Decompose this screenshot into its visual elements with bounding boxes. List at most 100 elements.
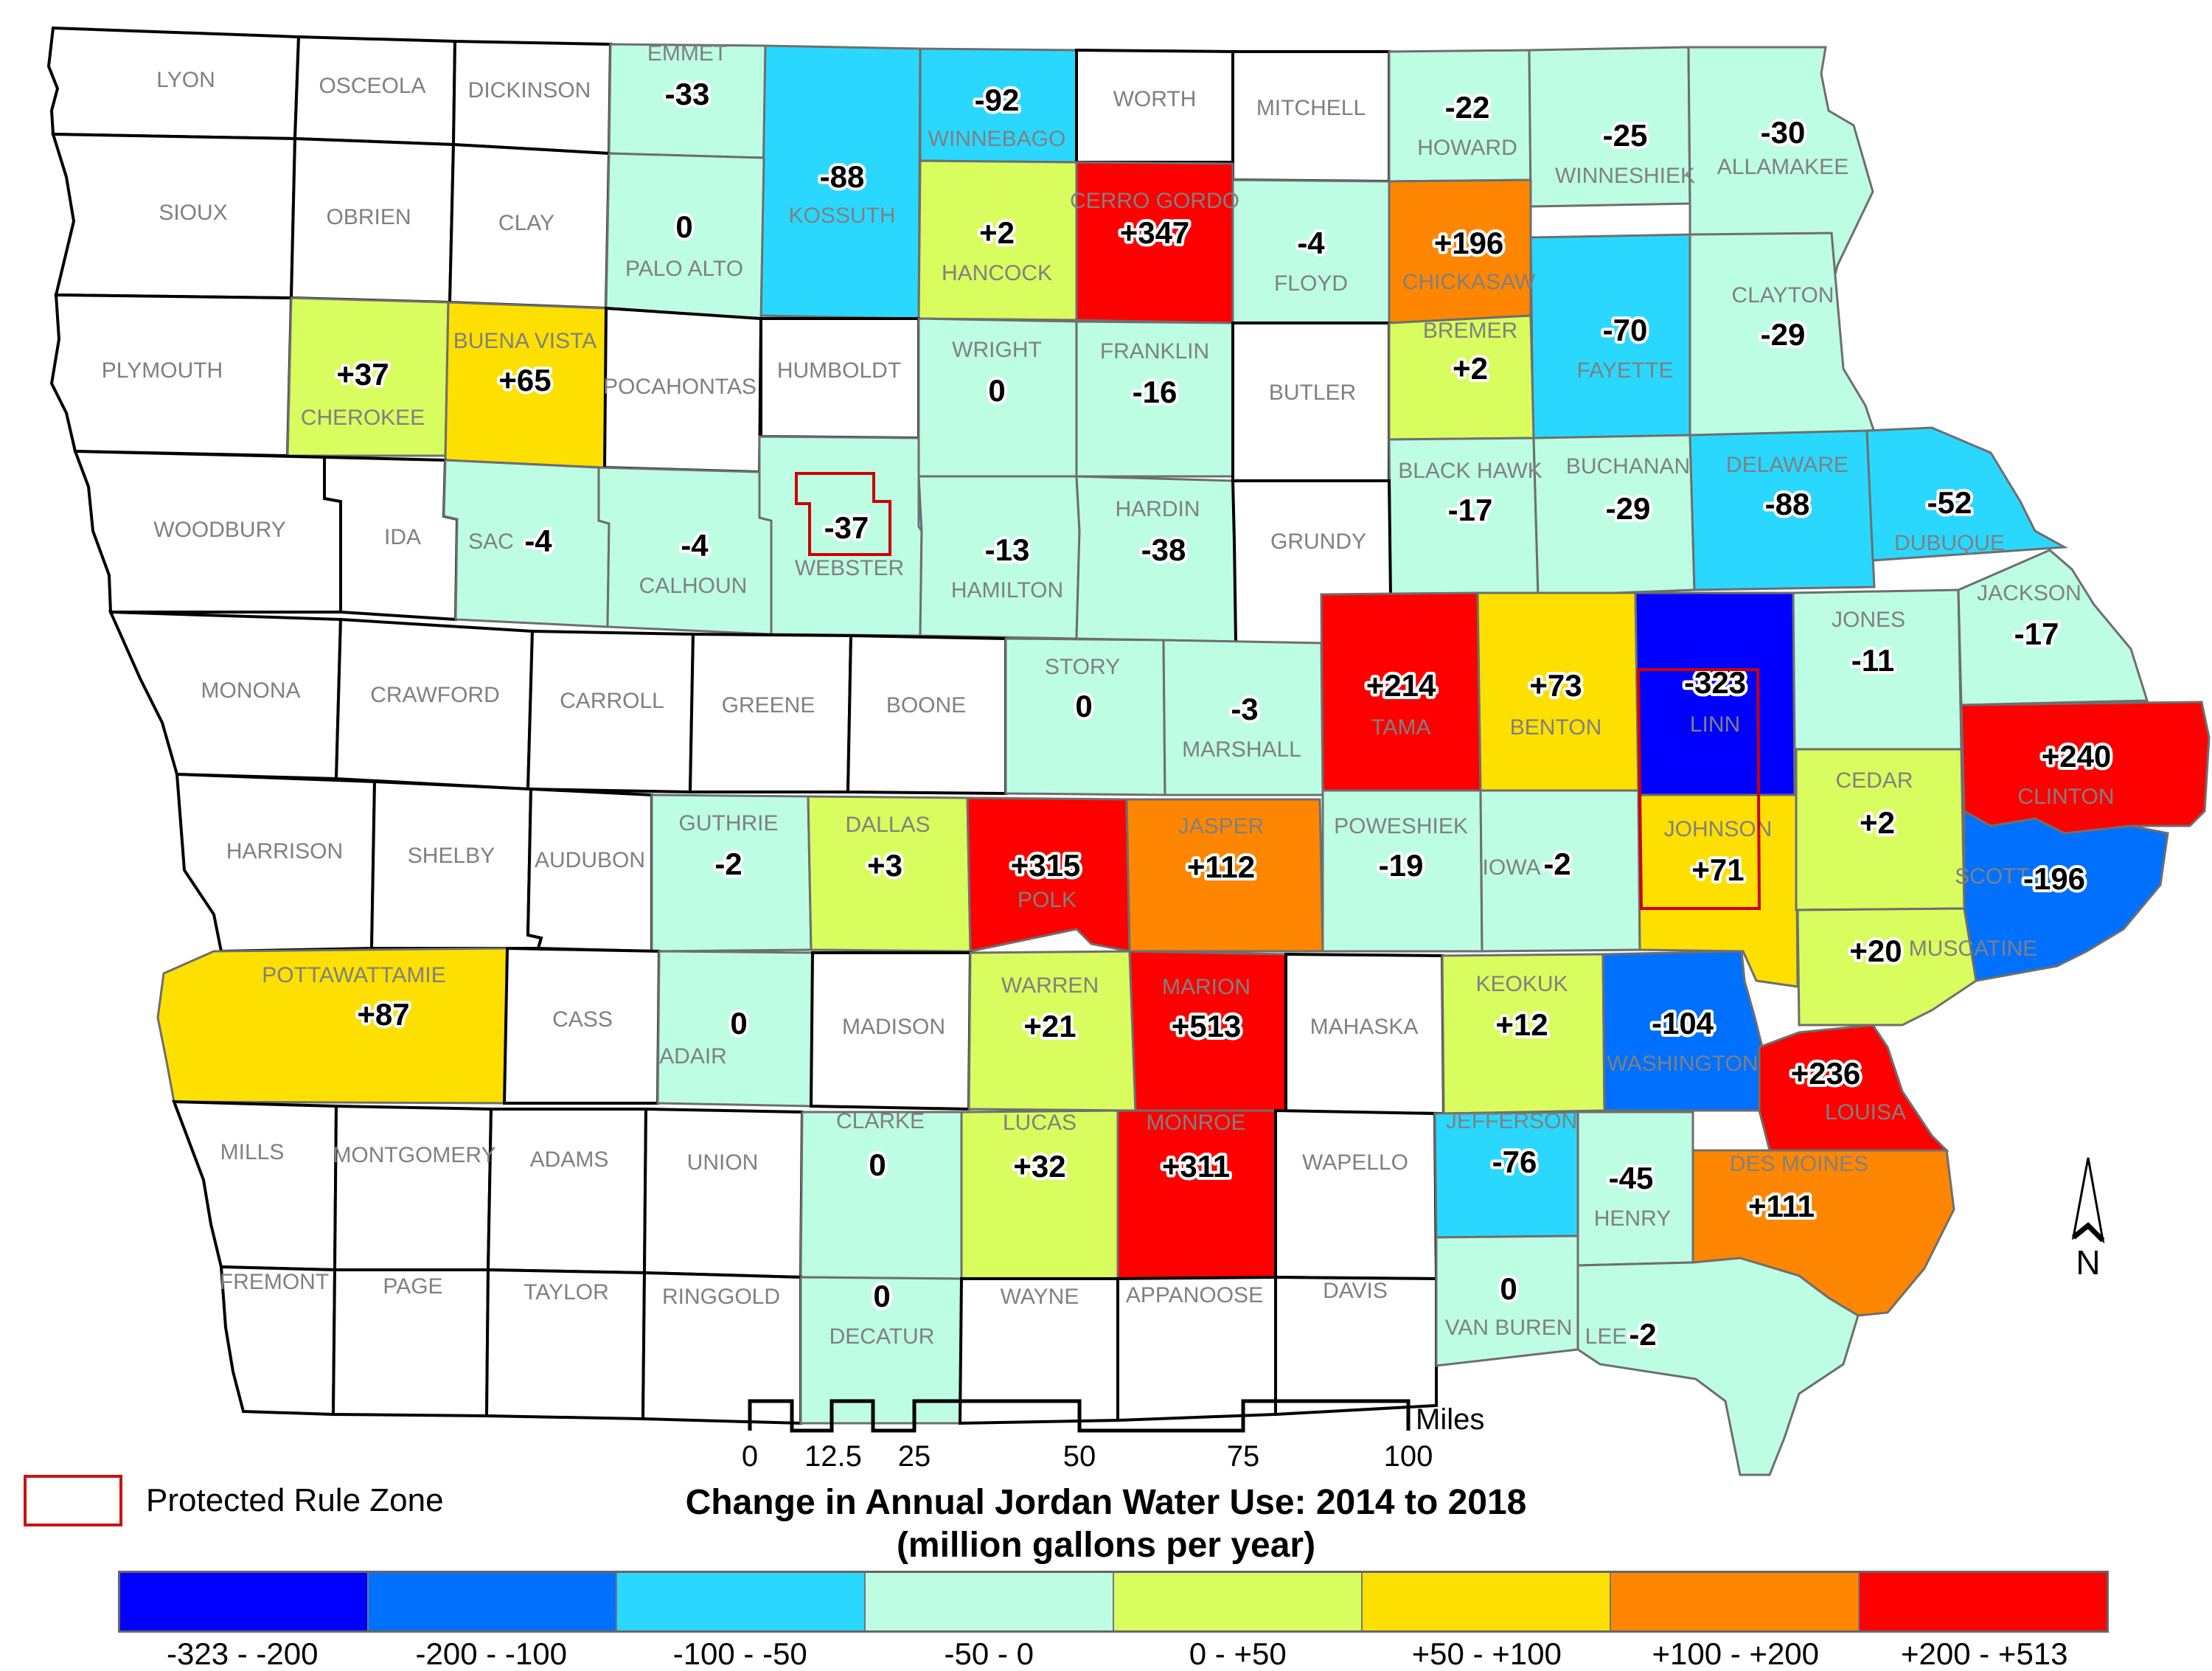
county-value-polk: +315 [1011,848,1081,883]
county-value-van-buren: 0 [1500,1271,1517,1306]
county-value-lee: -2 [1629,1317,1656,1352]
county-name-mills: MILLS [220,1140,285,1164]
county-name-keokuk: KEOKUK [1475,972,1568,996]
county-value-jefferson: -76 [1492,1144,1537,1179]
county-value-clarke: 0 [869,1147,886,1182]
county-name-marion: MARION [1162,975,1251,999]
county-value-guthrie: -2 [714,847,742,881]
county-name-hamilton: HAMILTON [951,578,1063,602]
county-name-madison: MADISON [842,1015,945,1039]
county-value-iowa: -2 [1543,847,1571,881]
county-name-monroe: MONROE [1147,1111,1246,1135]
county-name-wapello: WAPELLO [1302,1150,1408,1175]
county-value-story: 0 [1075,689,1092,723]
county-name-montgomery: MONTGOMERY [333,1143,495,1167]
county-name-pottawattamie: POTTAWATTAMIE [262,963,445,987]
county-name-shelby: SHELBY [408,844,495,868]
county-name-jackson: JACKSON [1977,581,2081,605]
county-name-carroll: CARROLL [560,689,664,713]
county-adams [486,1108,648,1275]
county-value-howard: -22 [1445,90,1490,125]
county-name-chickasaw: CHICKASAW [1402,270,1536,294]
scale-bar: 0 12.5 25 50 75 100 Miles [742,1399,1484,1473]
county-name-delaware: DELAWARE [1726,453,1848,477]
county-name-woodbury: WOODBURY [153,518,285,542]
county-name-polk: POLK [1018,888,1077,912]
county-name-floyd: FLOYD [1274,271,1348,296]
county-name-boone: BOONE [886,693,966,718]
county-name-mahaska: MAHASKA [1310,1015,1419,1039]
county-name-howard: HOWARD [1417,136,1517,160]
county-name-winneshiek: WINNESHIEK [1555,164,1695,188]
county-name-franklin: FRANKLIN [1100,339,1209,364]
county-value-adair: 0 [730,1006,747,1041]
county-name-kossuth: KOSSUTH [788,204,895,228]
scale-tick-12-5: 12.5 [804,1440,862,1473]
county-name-lee: LEE [1585,1324,1627,1349]
county-value-dallas: +3 [867,848,902,883]
county-value-keokuk: +12 [1495,1007,1548,1042]
county-name-lucas: LUCAS [1003,1111,1077,1135]
county-name-allamakee: ALLAMAKEE [1717,155,1848,179]
north-arrow-icon [2071,1157,2105,1244]
legend-color-bar [118,1571,2109,1633]
county-davis [1274,1275,1438,1417]
legend-swatch [1611,1573,1860,1630]
legend-label: +50 - +100 [1411,1636,1562,1671]
county-lee [1576,1257,1860,1476]
county-name-story: STORY [1045,655,1120,679]
county-value-jasper: +112 [1187,850,1255,884]
legend-swatch [617,1573,866,1630]
scale-tick-75: 75 [1227,1440,1260,1473]
county-value-kossuth: -88 [820,159,865,194]
county-name-clay: CLAY [498,211,554,235]
county-value-johnson: +71 [1691,852,1744,887]
county-name-obrien: OBRIEN [326,205,411,229]
county-value-jackson: -17 [2014,616,2059,651]
county-name-mitchell: MITCHELL [1256,96,1366,120]
county-value-marshall: -3 [1231,692,1258,726]
county-name-page: PAGE [383,1274,442,1299]
county-value-washington: -104 [1652,1006,1714,1041]
legend-label: 0 - +50 [1189,1636,1287,1671]
county-lucas [960,1109,1119,1280]
county-name-webster: WEBSTER [795,556,904,580]
county-value-bremer: +2 [1453,351,1488,386]
county-name-adair: ADAIR [659,1044,727,1069]
county-value-muscatine: +20 [1849,934,1902,968]
county-union [642,1107,804,1279]
county-name-tama: TAMA [1371,715,1430,740]
counties-layer [46,26,2211,1476]
county-name-pocahontas: POCAHONTAS [603,375,757,399]
county-name-butler: BUTLER [1269,381,1356,405]
county-name-black-hawk: BLACK HAWK [1398,459,1543,483]
county-name-sioux: SIOUX [159,201,227,225]
county-value-wright: 0 [988,373,1005,408]
county-name-greene: GREENE [722,693,815,718]
county-value-clinton: +240 [2042,739,2112,774]
protected-zone-webster [795,472,891,556]
county-value-allamakee: -30 [1761,115,1806,150]
legend-label: -50 - 0 [944,1636,1034,1671]
scale-tick-0: 0 [742,1440,758,1473]
scale-tick-50: 50 [1063,1440,1096,1473]
county-value-hardin: -38 [1141,532,1186,567]
county-louisa [1758,1024,1950,1152]
county-value-benton: +73 [1529,668,1582,703]
county-name-wright: WRIGHT [952,338,1042,362]
scale-tick-25: 25 [898,1440,931,1473]
county-name-henry: HENRY [1594,1206,1671,1231]
county-name-fremont: FREMONT [220,1270,329,1294]
county-value-winnebago: -92 [975,83,1020,117]
county-name-des-moines: DES MOINES [1730,1152,1868,1176]
protected-zone-legend: Protected Rule Zone [24,1475,444,1526]
county-name-jasper: JASPER [1178,814,1265,838]
legend-swatch [1860,1573,2107,1630]
county-name-osceola: OSCEOLA [319,74,425,98]
legend-swatch [369,1573,617,1630]
county-value-monroe: +311 [1162,1149,1230,1184]
county-name-poweshiek: POWESHIEK [1334,814,1468,838]
county-value-decatur: 0 [873,1279,890,1313]
county-name-scott: SCOTT [1955,864,2030,889]
county-value-hamilton: -13 [985,532,1030,567]
